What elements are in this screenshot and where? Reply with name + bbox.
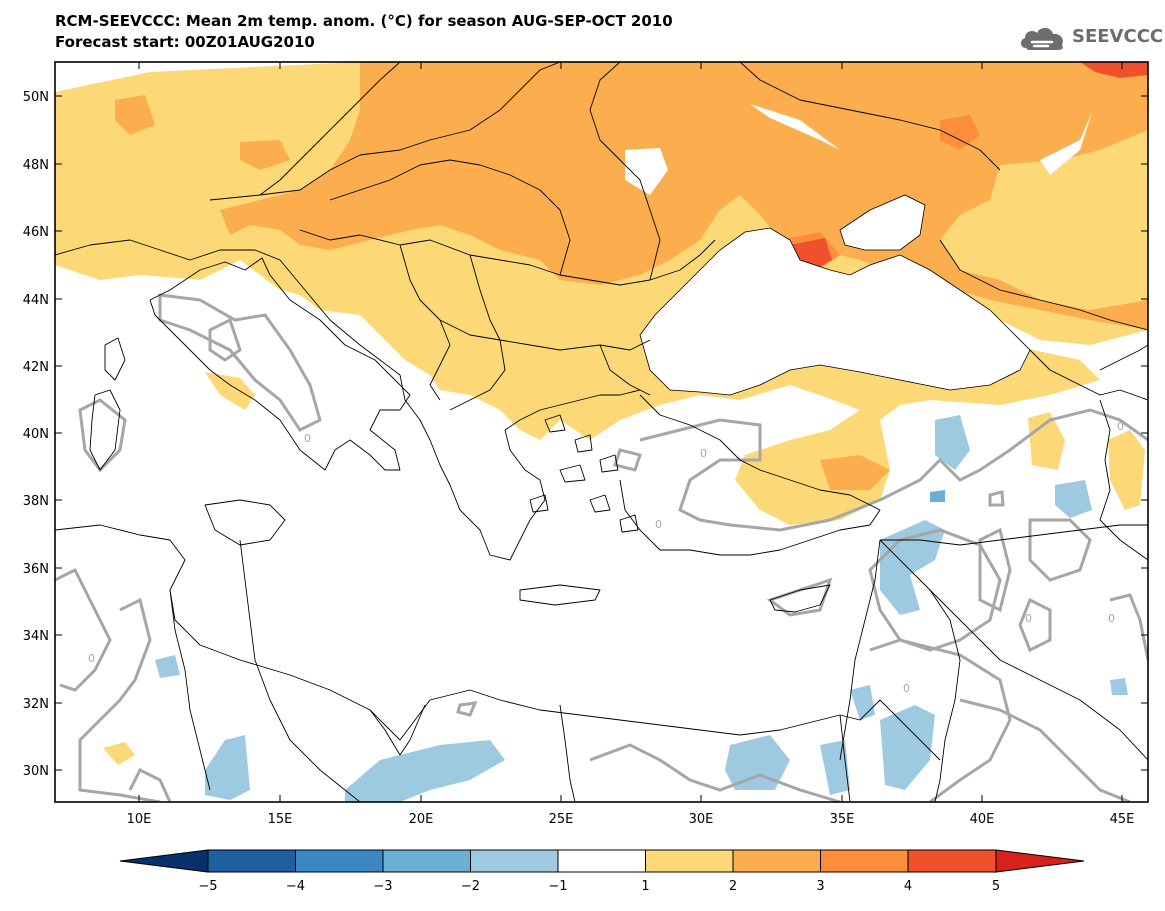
colorbar: −5 −4 −3 −2 −1 1 2 3 4 5 xyxy=(119,849,1085,894)
lat-label: 42N xyxy=(23,360,49,375)
zero-contours xyxy=(55,293,1148,802)
colorbar-swatch xyxy=(295,850,383,872)
lat-label: 44N xyxy=(23,293,49,308)
colorbar-swatch xyxy=(645,850,733,872)
logo-text: SEEVCCC xyxy=(1072,26,1164,47)
cool-anomaly-zone-turkey xyxy=(880,415,1092,615)
colorbar-low-arrow xyxy=(119,849,209,873)
colorbar-label: −5 xyxy=(198,879,217,894)
coastlines-and-borders xyxy=(55,62,1148,802)
lon-label: 15E xyxy=(268,812,293,827)
warm-anomaly-2-3-zone-italy xyxy=(115,95,155,135)
colorbar-label: 2 xyxy=(729,879,737,894)
warm-anomaly-2-3-zone-turkey xyxy=(820,455,890,490)
contour-label: 0 xyxy=(1108,612,1115,625)
lon-label: 35E xyxy=(830,812,855,827)
colorbar-swatch xyxy=(470,850,558,872)
lon-label: 20E xyxy=(409,812,434,827)
lat-label: 48N xyxy=(23,158,49,173)
colorbar-label: −4 xyxy=(286,879,305,894)
lat-label: 36N xyxy=(23,562,49,577)
colorbar-swatch xyxy=(558,850,646,872)
colorbar-label: −2 xyxy=(461,879,480,894)
cool-anomaly-zone-levant xyxy=(820,685,935,795)
lat-label: 46N xyxy=(23,225,49,240)
warm-anomaly-4-5-zone xyxy=(790,62,1148,275)
lat-label: 34N xyxy=(23,629,49,644)
lat-label: 30N xyxy=(23,764,49,779)
cool-anomaly-zone-2-3 xyxy=(930,490,945,502)
warm-anomaly-1-2-zone-africa xyxy=(103,742,135,765)
lon-label: 45E xyxy=(1110,812,1135,827)
colorbar-swatch xyxy=(820,850,908,872)
colorbar-swatch xyxy=(733,850,821,872)
contour-label: 0 xyxy=(1117,420,1124,433)
contour-labels: 0 0 0 0 0 0 0 0 xyxy=(88,420,1124,695)
colorbar-swatch xyxy=(383,850,471,872)
lat-label: 50N xyxy=(23,90,49,105)
colorbar-label: 4 xyxy=(904,879,912,894)
lon-label: 30E xyxy=(689,812,714,827)
map-title: RCM-SEEVCCC: Mean 2m temp. anom. (°C) fo… xyxy=(55,12,673,30)
seevccc-logo: SEEVCCC xyxy=(1018,20,1163,56)
colorbar-swatch xyxy=(908,850,996,872)
cool-anomaly-zone-libya xyxy=(345,740,505,802)
contour-label: 0 xyxy=(903,682,910,695)
contour-label: 0 xyxy=(655,518,662,531)
warm-anomaly-1-2-zone-italy xyxy=(205,372,255,410)
lon-label: 10E xyxy=(127,812,152,827)
lon-label: 40E xyxy=(970,812,995,827)
lat-label: 32N xyxy=(23,697,49,712)
neutral-patch-russia xyxy=(750,104,1092,175)
warm-anomaly-2-3-zone-alps xyxy=(240,140,290,170)
lat-label: 38N xyxy=(23,494,49,509)
colorbar-high-arrow xyxy=(995,849,1085,873)
contour-label: 0 xyxy=(304,432,311,445)
warm-anomaly-1-2-zone-east xyxy=(1108,430,1145,510)
contour-label: 0 xyxy=(1025,612,1032,625)
neutral-patch-ukraine xyxy=(625,148,668,195)
black-sea xyxy=(639,227,1031,396)
contour-label: 0 xyxy=(700,447,707,460)
colorbar-label: 5 xyxy=(992,879,1000,894)
colorbar-label: −1 xyxy=(548,879,567,894)
longitude-axis: 10E 15E 20E 25E 30E 35E 40E 45E xyxy=(127,62,1135,827)
cloud-icon xyxy=(1020,27,1063,50)
map-frame xyxy=(54,61,1149,803)
colorbar-label: 3 xyxy=(816,879,824,894)
colorbar-label: −3 xyxy=(373,879,392,894)
lat-label: 40N xyxy=(23,427,49,442)
anomaly-field: 0 0 0 0 0 0 0 0 xyxy=(55,62,1148,802)
colorbar-label: 1 xyxy=(641,879,649,894)
cool-anomaly-zone-egypt xyxy=(725,735,790,790)
warm-anomaly-1-2-zone-east2 xyxy=(1028,412,1065,470)
forecast-start-label: Forecast start: 00Z01AUG2010 xyxy=(55,33,315,51)
sea-of-azov xyxy=(839,194,926,251)
lon-label: 25E xyxy=(549,812,574,827)
latitude-axis: 50N 48N 46N 44N 42N 40N 38N 36N 34N 32N … xyxy=(23,90,1148,779)
colorbar-swatch xyxy=(208,850,296,872)
contour-label: 0 xyxy=(88,652,95,665)
